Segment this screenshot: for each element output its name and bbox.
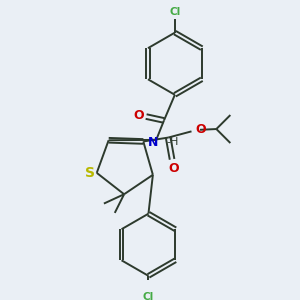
Text: O: O <box>168 162 179 175</box>
Text: Cl: Cl <box>143 292 154 300</box>
Text: S: S <box>85 166 95 180</box>
Text: Cl: Cl <box>169 7 181 17</box>
Text: -H: -H <box>166 137 179 147</box>
Text: O: O <box>195 123 206 136</box>
Text: N: N <box>148 136 158 149</box>
Text: O: O <box>133 109 144 122</box>
